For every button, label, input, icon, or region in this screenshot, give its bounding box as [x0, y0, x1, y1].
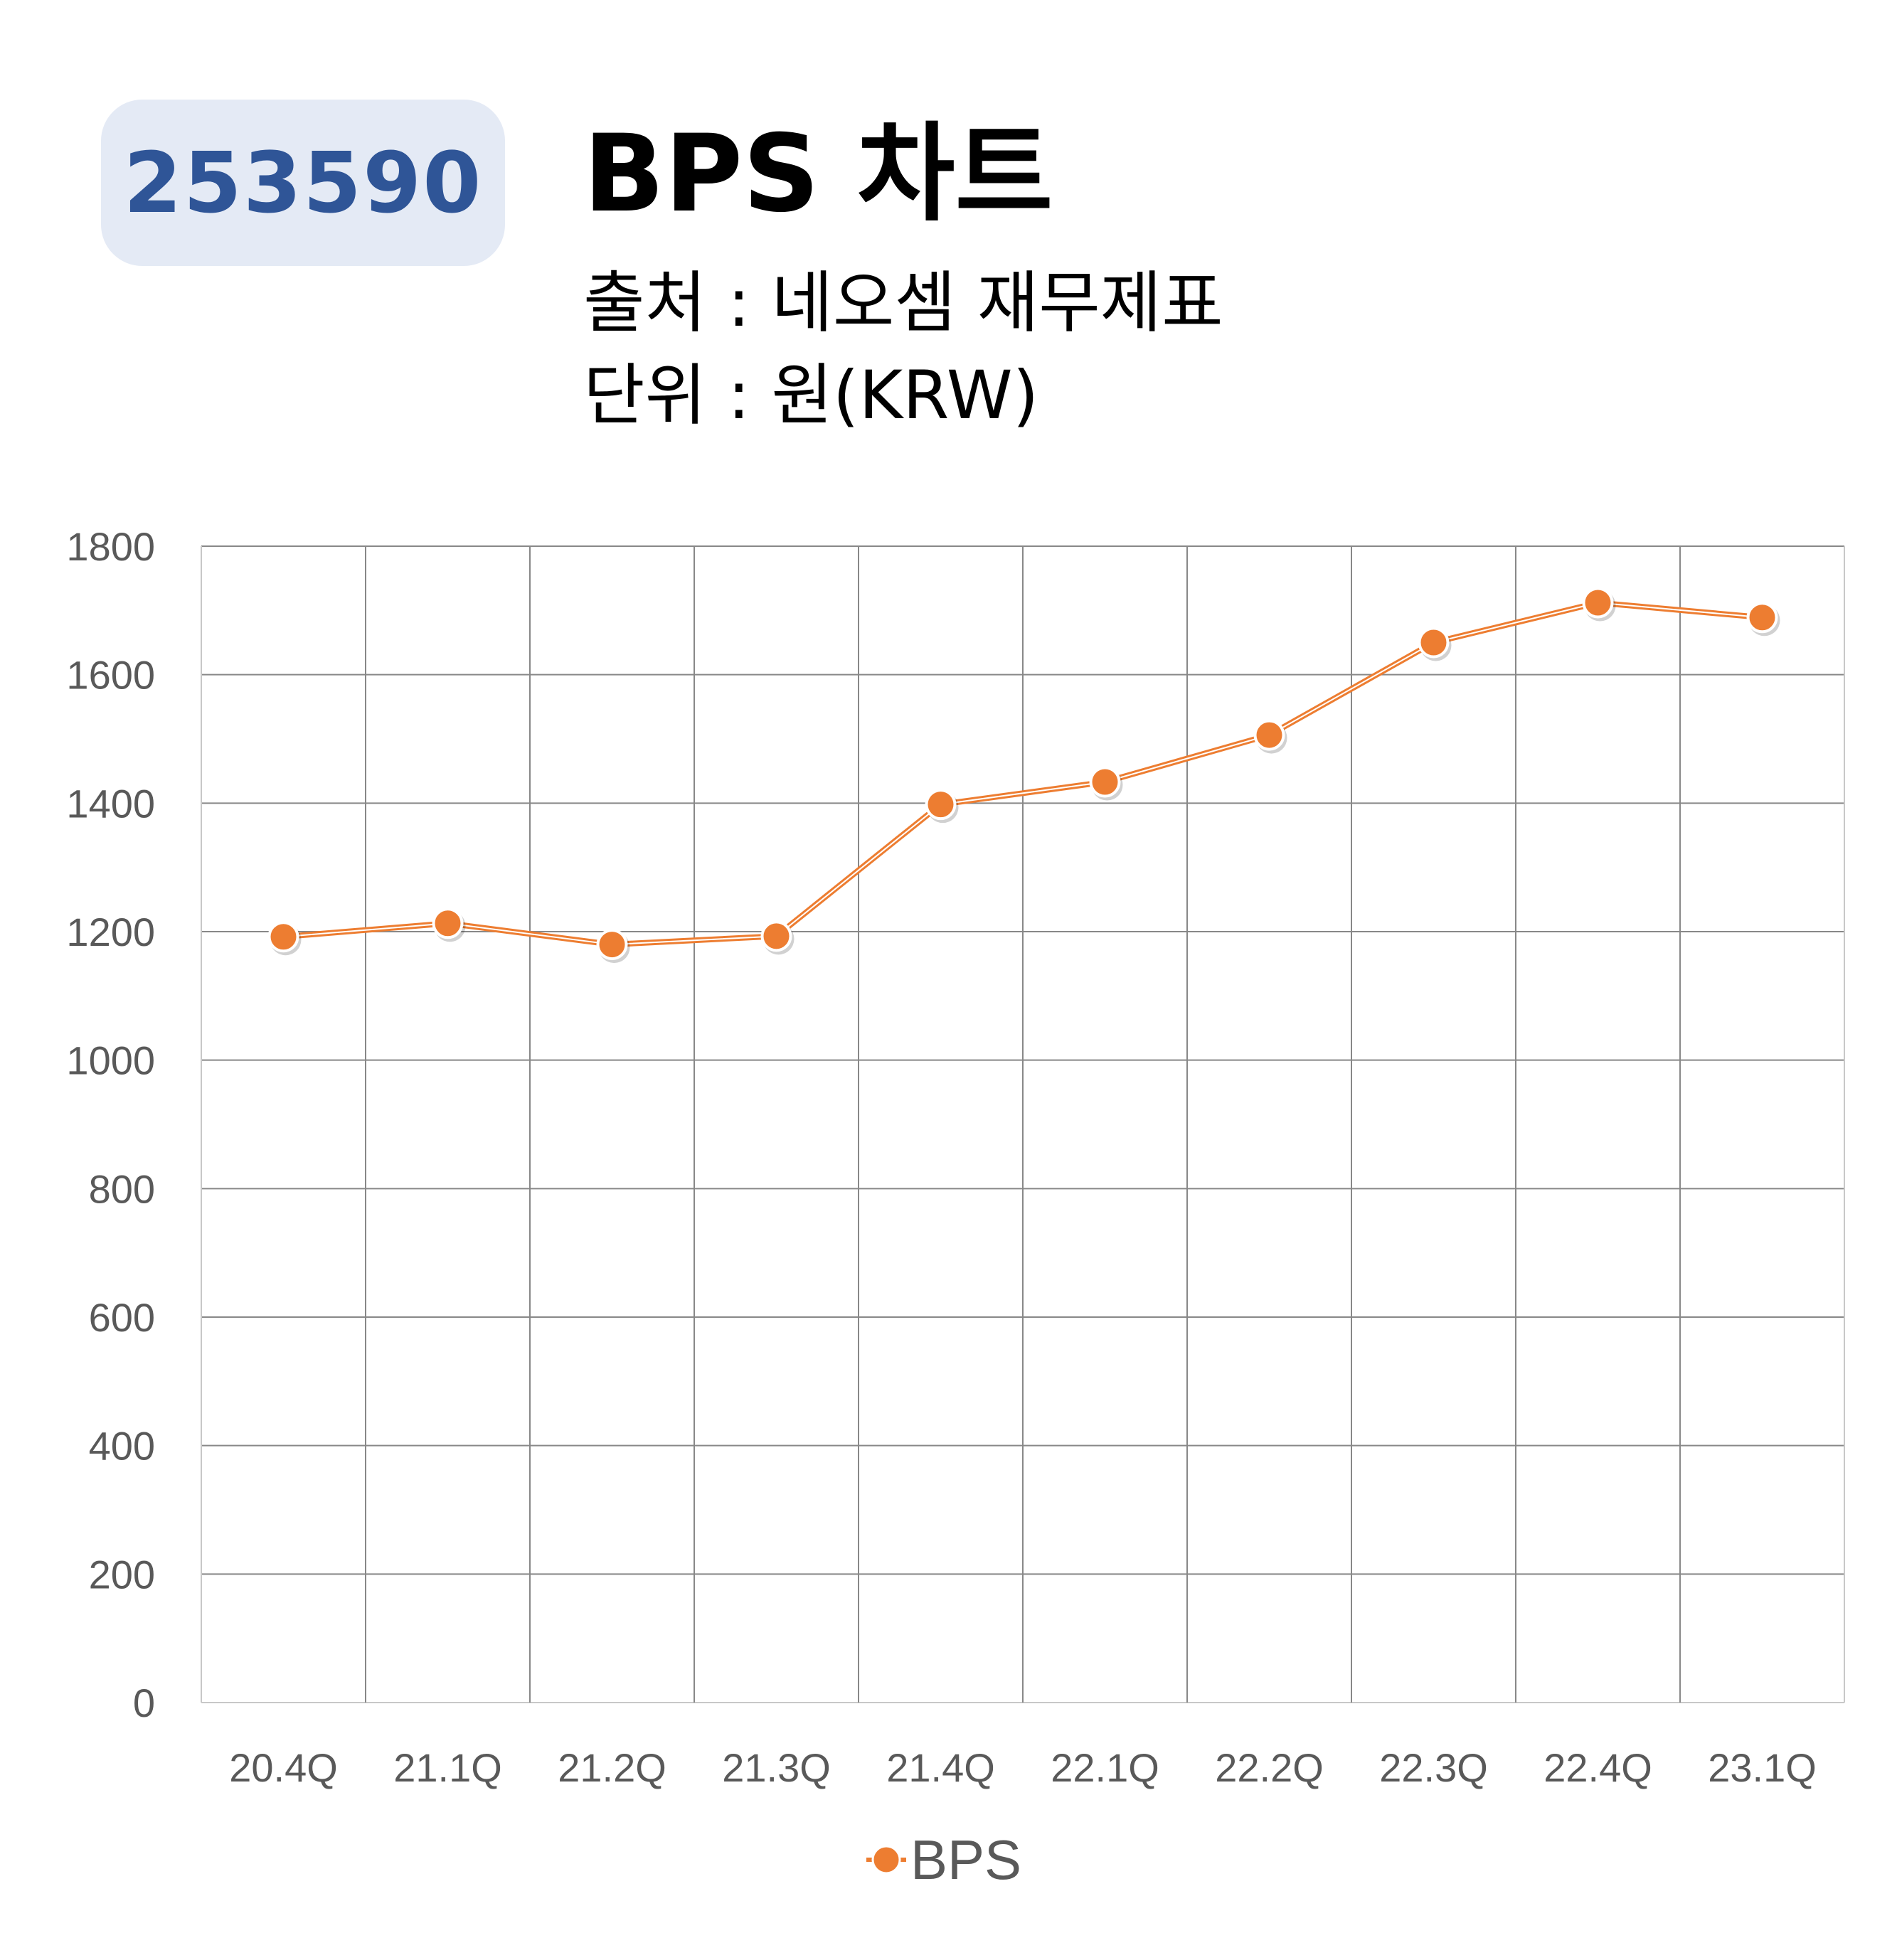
- source-line: 출처 : 네오셈 재무제표: [583, 265, 1223, 342]
- y-tick-label: 0: [133, 1681, 155, 1725]
- x-tick-label: 20.4Q: [229, 1745, 338, 1790]
- y-tick-label: 1400: [66, 781, 155, 826]
- y-tick-label: 600: [89, 1295, 155, 1340]
- data-point: [760, 920, 792, 952]
- y-tick-label: 1200: [66, 910, 155, 954]
- x-tick-label: 22.1Q: [1051, 1745, 1159, 1790]
- data-point: [1089, 766, 1121, 798]
- x-tick-label: 22.4Q: [1543, 1745, 1652, 1790]
- legend-marker: [871, 1845, 901, 1875]
- data-point: [432, 907, 464, 939]
- chart-grid: [201, 545, 1845, 1703]
- x-tick-label: 22.2Q: [1215, 1745, 1324, 1790]
- data-point: [1418, 627, 1450, 659]
- unit-line: 단위 : 원(KRW): [583, 357, 1039, 435]
- y-tick-label: 1800: [66, 524, 155, 569]
- y-tick-label: 1000: [66, 1038, 155, 1083]
- ticker-code: 253590: [123, 134, 483, 232]
- x-tick-label: 21.2Q: [558, 1745, 666, 1790]
- x-tick-label: 22.3Q: [1379, 1745, 1488, 1790]
- data-point: [596, 929, 628, 961]
- y-tick-label: 400: [89, 1424, 155, 1469]
- x-tick-label: 21.4Q: [886, 1745, 995, 1790]
- x-tick-label: 21.3Q: [722, 1745, 831, 1790]
- data-point: [267, 921, 299, 953]
- x-tick-label: 23.1Q: [1708, 1745, 1817, 1790]
- legend-label: BPS: [910, 1828, 1021, 1891]
- data-point: [1253, 719, 1285, 751]
- x-tick-label: 21.1Q: [393, 1745, 502, 1790]
- data-point: [925, 789, 957, 821]
- y-tick-label: 200: [89, 1552, 155, 1597]
- chart-legend: BPS: [866, 1828, 1021, 1891]
- y-axis-ticks: 0 200 400 600 800 1000 1200 1400 1600 1800: [66, 524, 155, 1725]
- data-point: [1746, 602, 1778, 634]
- y-tick-label: 1600: [66, 653, 155, 698]
- series-line-highlight: [283, 602, 1763, 946]
- data-point: [1582, 587, 1614, 619]
- series-bps: [267, 587, 1780, 964]
- y-tick-label: 800: [89, 1166, 155, 1211]
- x-axis-ticks: 20.4Q 21.1Q 21.2Q 21.3Q 21.4Q 22.1Q 22.2Q 22.3Q…: [229, 1745, 1817, 1790]
- ticker-badge: 253590: [101, 100, 505, 266]
- chart-title: BPS 차트: [583, 112, 1053, 236]
